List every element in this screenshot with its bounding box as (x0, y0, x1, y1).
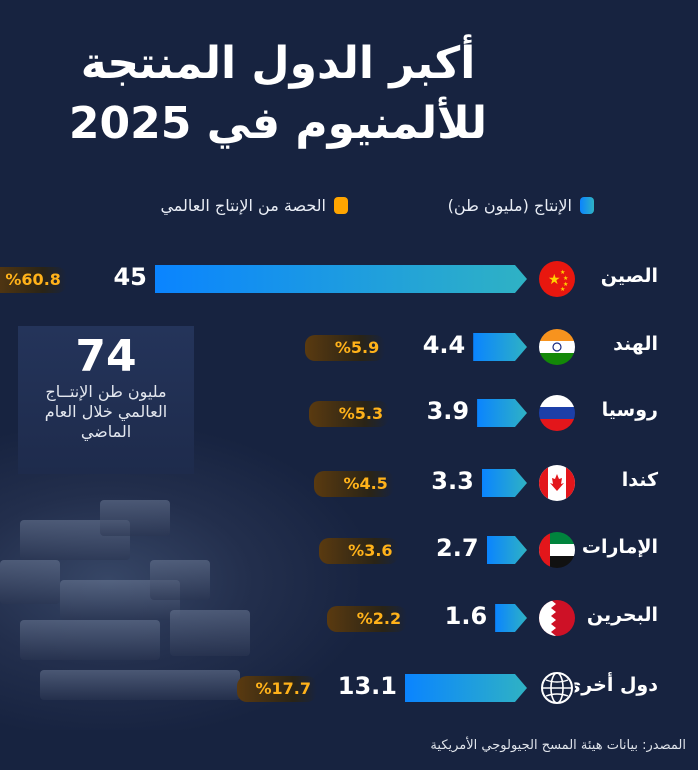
share-badge: %3.6 (318, 538, 399, 564)
share-badge: %60.8 (0, 267, 67, 293)
legend-production: الإنتاج (مليون طن) (448, 196, 594, 215)
country-label: روسيا (601, 399, 658, 421)
bar-row: البحرين 1.6 %2.2 (0, 600, 698, 636)
production-value: 3.3 (431, 467, 474, 495)
production-value: 45 (113, 263, 147, 291)
share-badge: %5.9 (305, 335, 386, 361)
production-value: 13.1 (337, 672, 397, 700)
country-label: الصين (600, 265, 658, 287)
bar-row: الصين ★ ★ ★ ★ ★ 45 %60.8 (0, 261, 698, 297)
aluminum-bar (100, 500, 170, 536)
bar-row: دول أخرى 13.1 %17.7 (0, 670, 698, 706)
production-bar (155, 265, 527, 293)
bar-row: كندا 3.3 %4.5 (0, 465, 698, 501)
legend-label: الحصة من الإنتاج العالمي (160, 196, 326, 215)
aluminum-bar (170, 610, 250, 656)
production-bar (487, 536, 527, 564)
production-value: 1.6 (444, 602, 488, 630)
share-badge: %2.2 (327, 606, 408, 632)
production-value: 3.9 (426, 397, 470, 425)
bar-row: روسيا 3.9 %5.3 (0, 395, 698, 431)
globe-icon (539, 670, 575, 706)
aluminum-bar (40, 670, 240, 700)
share-badge: %5.3 (309, 401, 390, 427)
production-bar (477, 399, 527, 427)
legend-swatch-orange (334, 197, 348, 214)
title-line-1: أكبر الدول المنتجة (80, 38, 476, 89)
legend-share: الحصة من الإنتاج العالمي (160, 196, 348, 215)
total-stat-box: 74 مليون طن الإنتــاج العالمي خلال العام… (18, 326, 194, 474)
production-value: 2.7 (436, 534, 479, 562)
production-bar (495, 604, 527, 632)
svg-text:★: ★ (563, 275, 568, 282)
legend-label: الإنتاج (مليون طن) (447, 196, 572, 215)
title-line-2: للألمنيوم في 2025 (68, 98, 488, 149)
china-flag-icon: ★ ★ ★ ★ ★ (539, 261, 575, 297)
share-badge: %4.5 (313, 471, 394, 497)
bahrain-flag-icon (539, 600, 575, 636)
country-label: الإمارات (581, 536, 658, 558)
source-note: المصدر: بيانات هيئة المسح الجيولوجي الأم… (430, 738, 686, 753)
production-value: 4.4 (422, 331, 466, 359)
total-value: 74 (75, 331, 137, 382)
country-label: الهند (613, 333, 658, 355)
country-label: البحرين (586, 604, 658, 626)
svg-text:★: ★ (563, 281, 568, 288)
russia-flag-icon (539, 395, 575, 431)
legend-swatch-blue (580, 197, 594, 214)
bar-row: الهند 4.4 %5.9 (0, 329, 698, 365)
svg-text:★: ★ (560, 269, 565, 276)
svg-text:★: ★ (560, 286, 565, 293)
production-bar (405, 674, 527, 702)
aluminum-bar (20, 620, 160, 660)
country-label: دول أخرى (563, 674, 658, 696)
total-text: مليون طن الإنتــاج العالمي خلال العام ال… (44, 382, 168, 441)
production-bar (482, 469, 527, 497)
aluminum-bar (0, 560, 60, 604)
production-bar (473, 333, 527, 361)
country-label: كندا (621, 469, 658, 491)
share-badge: %17.7 (236, 676, 317, 702)
canada-flag-icon (539, 465, 575, 501)
svg-text:★: ★ (548, 272, 561, 288)
uae-flag-icon (539, 532, 575, 568)
aluminum-bar (150, 560, 210, 600)
india-flag-icon (539, 329, 575, 365)
bar-row: الإمارات 2.7 %3.6 (0, 532, 698, 568)
